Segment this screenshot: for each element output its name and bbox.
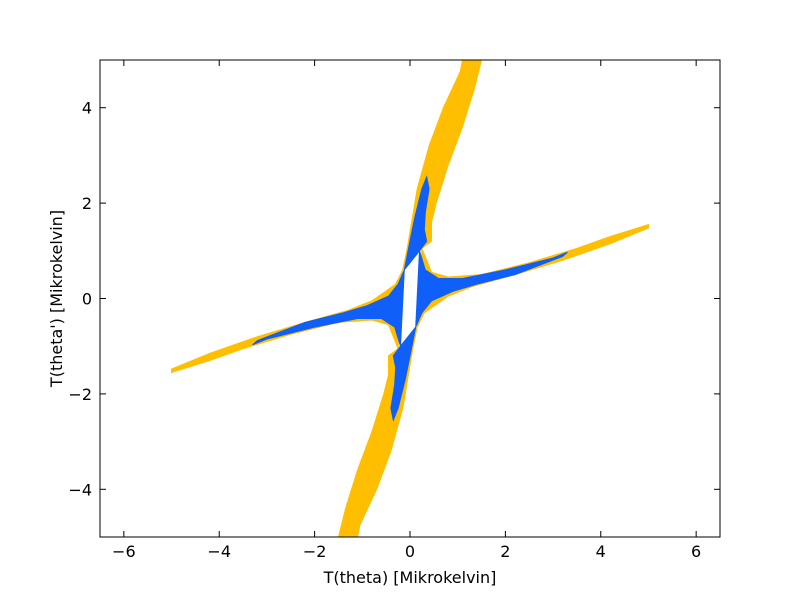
x-tick-label: −6 (112, 542, 136, 561)
region-blue-arm-up (403, 175, 430, 271)
region-blue-arm-up-mirrored (390, 326, 417, 422)
x-axis-label: T(theta) [Mikrokelvin] (323, 568, 497, 587)
region-blue-arm-right (415, 250, 568, 328)
x-tick-label: 0 (405, 542, 415, 561)
x-tick-label: −2 (303, 542, 327, 561)
y-tick-label: −2 (68, 385, 92, 404)
region-yellow-arm-right (416, 223, 649, 328)
region-yellow-arm-right-mirrored (171, 269, 404, 374)
x-tick-label: −4 (207, 542, 231, 561)
data-regions (171, 60, 649, 537)
x-tick-label: 6 (691, 542, 701, 561)
plot-frame (99, 59, 721, 538)
y-tick-label: 4 (82, 99, 92, 118)
y-tick-label: 0 (82, 290, 92, 309)
y-tick-label: 2 (82, 194, 92, 213)
region-blue-arm-right-mirrored (252, 269, 405, 347)
y-axis-label: T(theta') [Mikrokelvin] (47, 210, 66, 388)
x-tick-label: 2 (500, 542, 510, 561)
x-tick-label: 4 (596, 542, 606, 561)
axis-ticks: −6 −4 −2 0 2 4 6 −4 −2 0 2 4 (68, 60, 720, 561)
y-tick-label: −4 (68, 480, 92, 499)
